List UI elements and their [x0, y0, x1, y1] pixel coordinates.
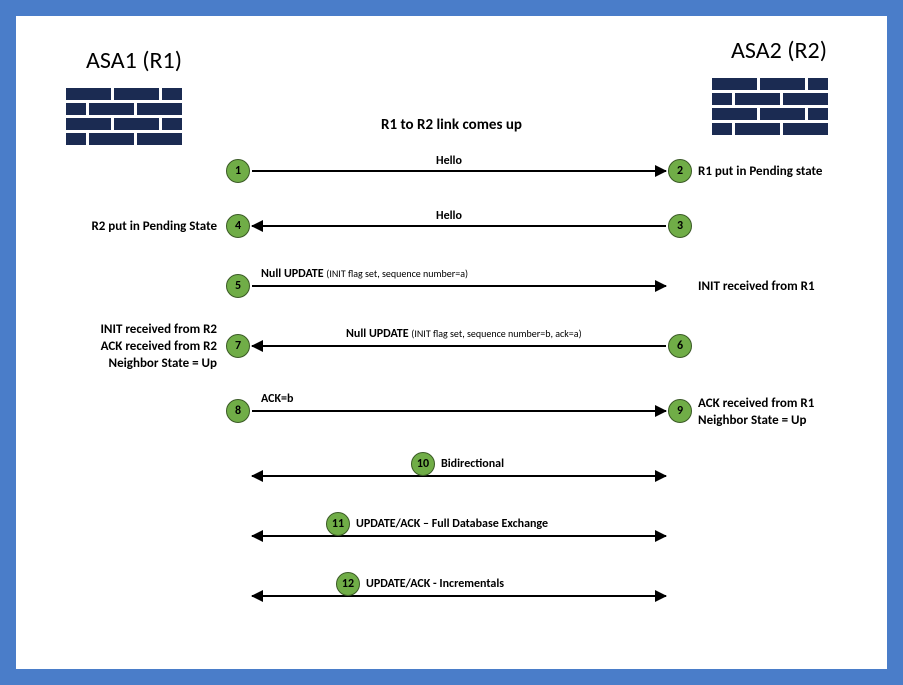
step-11: 11: [326, 512, 350, 536]
label-full-db: UPDATE/ACK – Full Database Exchange: [356, 517, 548, 531]
diagram-content: ASA1 (R1) ASA2 (R2) R1 to R2 link comes …: [16, 16, 887, 669]
side-init-from-r1: INIT received from R1: [698, 279, 815, 296]
diagram-frame: ASA1 (R1) ASA2 (R2) R1 to R2 link comes …: [0, 0, 903, 685]
label-incrementals: UPDATE/ACK - Incrementals: [366, 577, 504, 591]
step-6: 6: [668, 334, 692, 358]
label-null-update-2: Null UPDATE (INIT flag set, sequence num…: [346, 327, 582, 341]
asa2-title: ASA2 (R2): [731, 36, 827, 65]
label-ack-b: ACK=b: [261, 392, 293, 406]
step-4: 4: [226, 214, 250, 238]
firewall-icon-left: [66, 88, 186, 148]
label-hello-1: Hello: [436, 154, 462, 168]
label-hello-2: Hello: [436, 209, 462, 223]
step-8: 8: [226, 399, 250, 423]
arrow-null-update-1: [252, 285, 666, 287]
arrow-hello-1: [252, 170, 666, 172]
side-ack-from-r1: ACK received from R1 Neighbor State = Up: [698, 396, 814, 430]
side-init-from-r2: INIT received from R2 ACK received from …: [100, 322, 217, 373]
label-null-update-1: Null UPDATE (INIT flag set, sequence num…: [261, 267, 468, 281]
step-10: 10: [411, 452, 435, 476]
step-1: 1: [226, 159, 250, 183]
arrow-bidirectional: [252, 475, 666, 477]
arrow-ack-b: [252, 410, 666, 412]
label-bidirectional: Bidirectional: [441, 457, 504, 471]
asa1-title: ASA1 (R1): [86, 46, 182, 75]
arrow-null-update-2: [252, 345, 666, 347]
arrow-full-db: [252, 535, 666, 537]
step-7: 7: [226, 334, 250, 358]
arrow-incrementals: [252, 595, 666, 597]
side-r1-pending: R1 put in Pending state: [698, 164, 822, 181]
link-up-label: R1 to R2 link comes up: [381, 116, 522, 134]
step-2: 2: [668, 159, 692, 183]
step-12: 12: [336, 572, 360, 596]
step-3: 3: [668, 214, 692, 238]
firewall-icon-right: [712, 78, 832, 138]
step-5: 5: [226, 274, 250, 298]
step-9: 9: [668, 399, 692, 423]
side-r2-pending: R2 put in Pending State: [91, 219, 217, 236]
arrow-hello-2: [252, 225, 666, 227]
